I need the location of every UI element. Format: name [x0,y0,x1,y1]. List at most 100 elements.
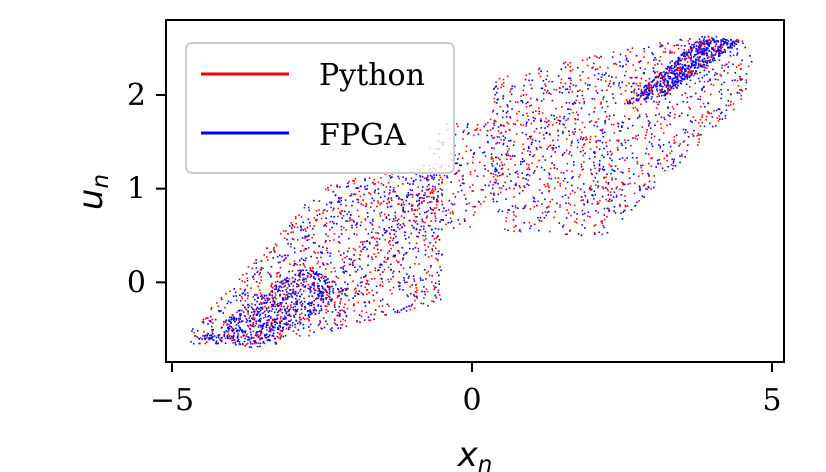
point-fpga [576,95,579,97]
point-python [246,297,249,300]
point-fpga [400,264,402,266]
point-fpga [653,100,655,103]
point-python [410,177,413,179]
point-fpga [266,319,268,322]
point-fpga [367,216,369,218]
point-fpga [192,342,195,345]
point-fpga [250,346,253,349]
point-python [680,39,683,41]
point-fpga [358,314,361,316]
point-python [377,181,380,184]
point-fpga [210,337,213,340]
point-fpga [479,146,481,149]
point-python [427,246,430,248]
point-python [671,105,674,108]
point-python [365,311,368,314]
point-python [637,175,640,177]
point-python [498,136,501,138]
point-python [372,228,374,230]
point-python [493,136,496,139]
point-fpga [579,150,582,153]
point-python [686,131,689,133]
point-fpga [429,174,432,177]
point-fpga [281,330,283,333]
point-fpga [265,307,268,309]
point-fpga [237,325,240,327]
point-python [410,204,413,206]
point-python [661,89,663,92]
point-python [619,86,621,89]
point-python [587,215,589,217]
point-python [309,304,311,307]
point-fpga [402,206,404,209]
point-python [360,277,362,279]
point-fpga [318,285,320,287]
point-python [368,241,371,244]
point-python [712,84,715,86]
point-python [438,280,440,282]
point-python [537,68,540,71]
point-fpga [377,232,379,234]
point-fpga [564,88,567,91]
point-fpga [454,162,457,165]
point-python [514,205,517,207]
point-fpga [276,335,279,338]
point-python [589,148,592,150]
point-fpga [247,324,249,327]
point-fpga [234,320,236,323]
point-fpga [296,283,298,285]
point-python [421,202,423,204]
y-axis-title-sub: n [88,174,114,189]
point-fpga [366,248,368,250]
point-python [422,221,424,223]
point-fpga [671,72,674,74]
point-fpga [340,298,342,300]
point-fpga [243,290,246,292]
point-fpga [268,294,271,296]
point-python [669,68,671,70]
point-python [714,50,716,53]
point-python [246,333,248,336]
point-fpga [618,82,620,84]
point-fpga [405,310,408,312]
point-fpga [690,62,693,64]
point-fpga [731,43,734,45]
point-fpga [412,183,414,185]
point-python [472,190,474,192]
point-python [513,230,515,233]
point-python [648,87,650,89]
point-fpga [308,301,311,304]
point-fpga [618,84,620,87]
point-fpga [687,75,689,77]
point-fpga [300,257,303,260]
point-python [251,267,253,270]
point-fpga [232,337,234,340]
point-python [425,237,427,240]
point-python [341,309,343,311]
point-fpga [512,211,515,213]
point-python [681,153,683,156]
point-python [295,333,298,335]
point-fpga [639,189,641,192]
point-fpga [256,345,259,348]
point-python [423,244,426,246]
point-fpga [597,185,600,187]
point-python [710,93,712,96]
point-fpga [494,93,497,96]
point-fpga [285,302,287,305]
point-python [434,287,436,289]
point-python [680,69,682,72]
point-fpga [260,260,263,262]
point-fpga [417,204,419,207]
point-python [421,197,424,200]
point-python [282,328,285,331]
point-fpga [411,189,414,192]
point-fpga [679,72,681,74]
point-python [206,341,208,343]
point-fpga [292,288,294,291]
point-fpga [435,286,437,289]
point-fpga [321,291,323,293]
point-fpga [687,136,690,138]
point-fpga [456,162,459,165]
point-fpga [279,274,282,277]
